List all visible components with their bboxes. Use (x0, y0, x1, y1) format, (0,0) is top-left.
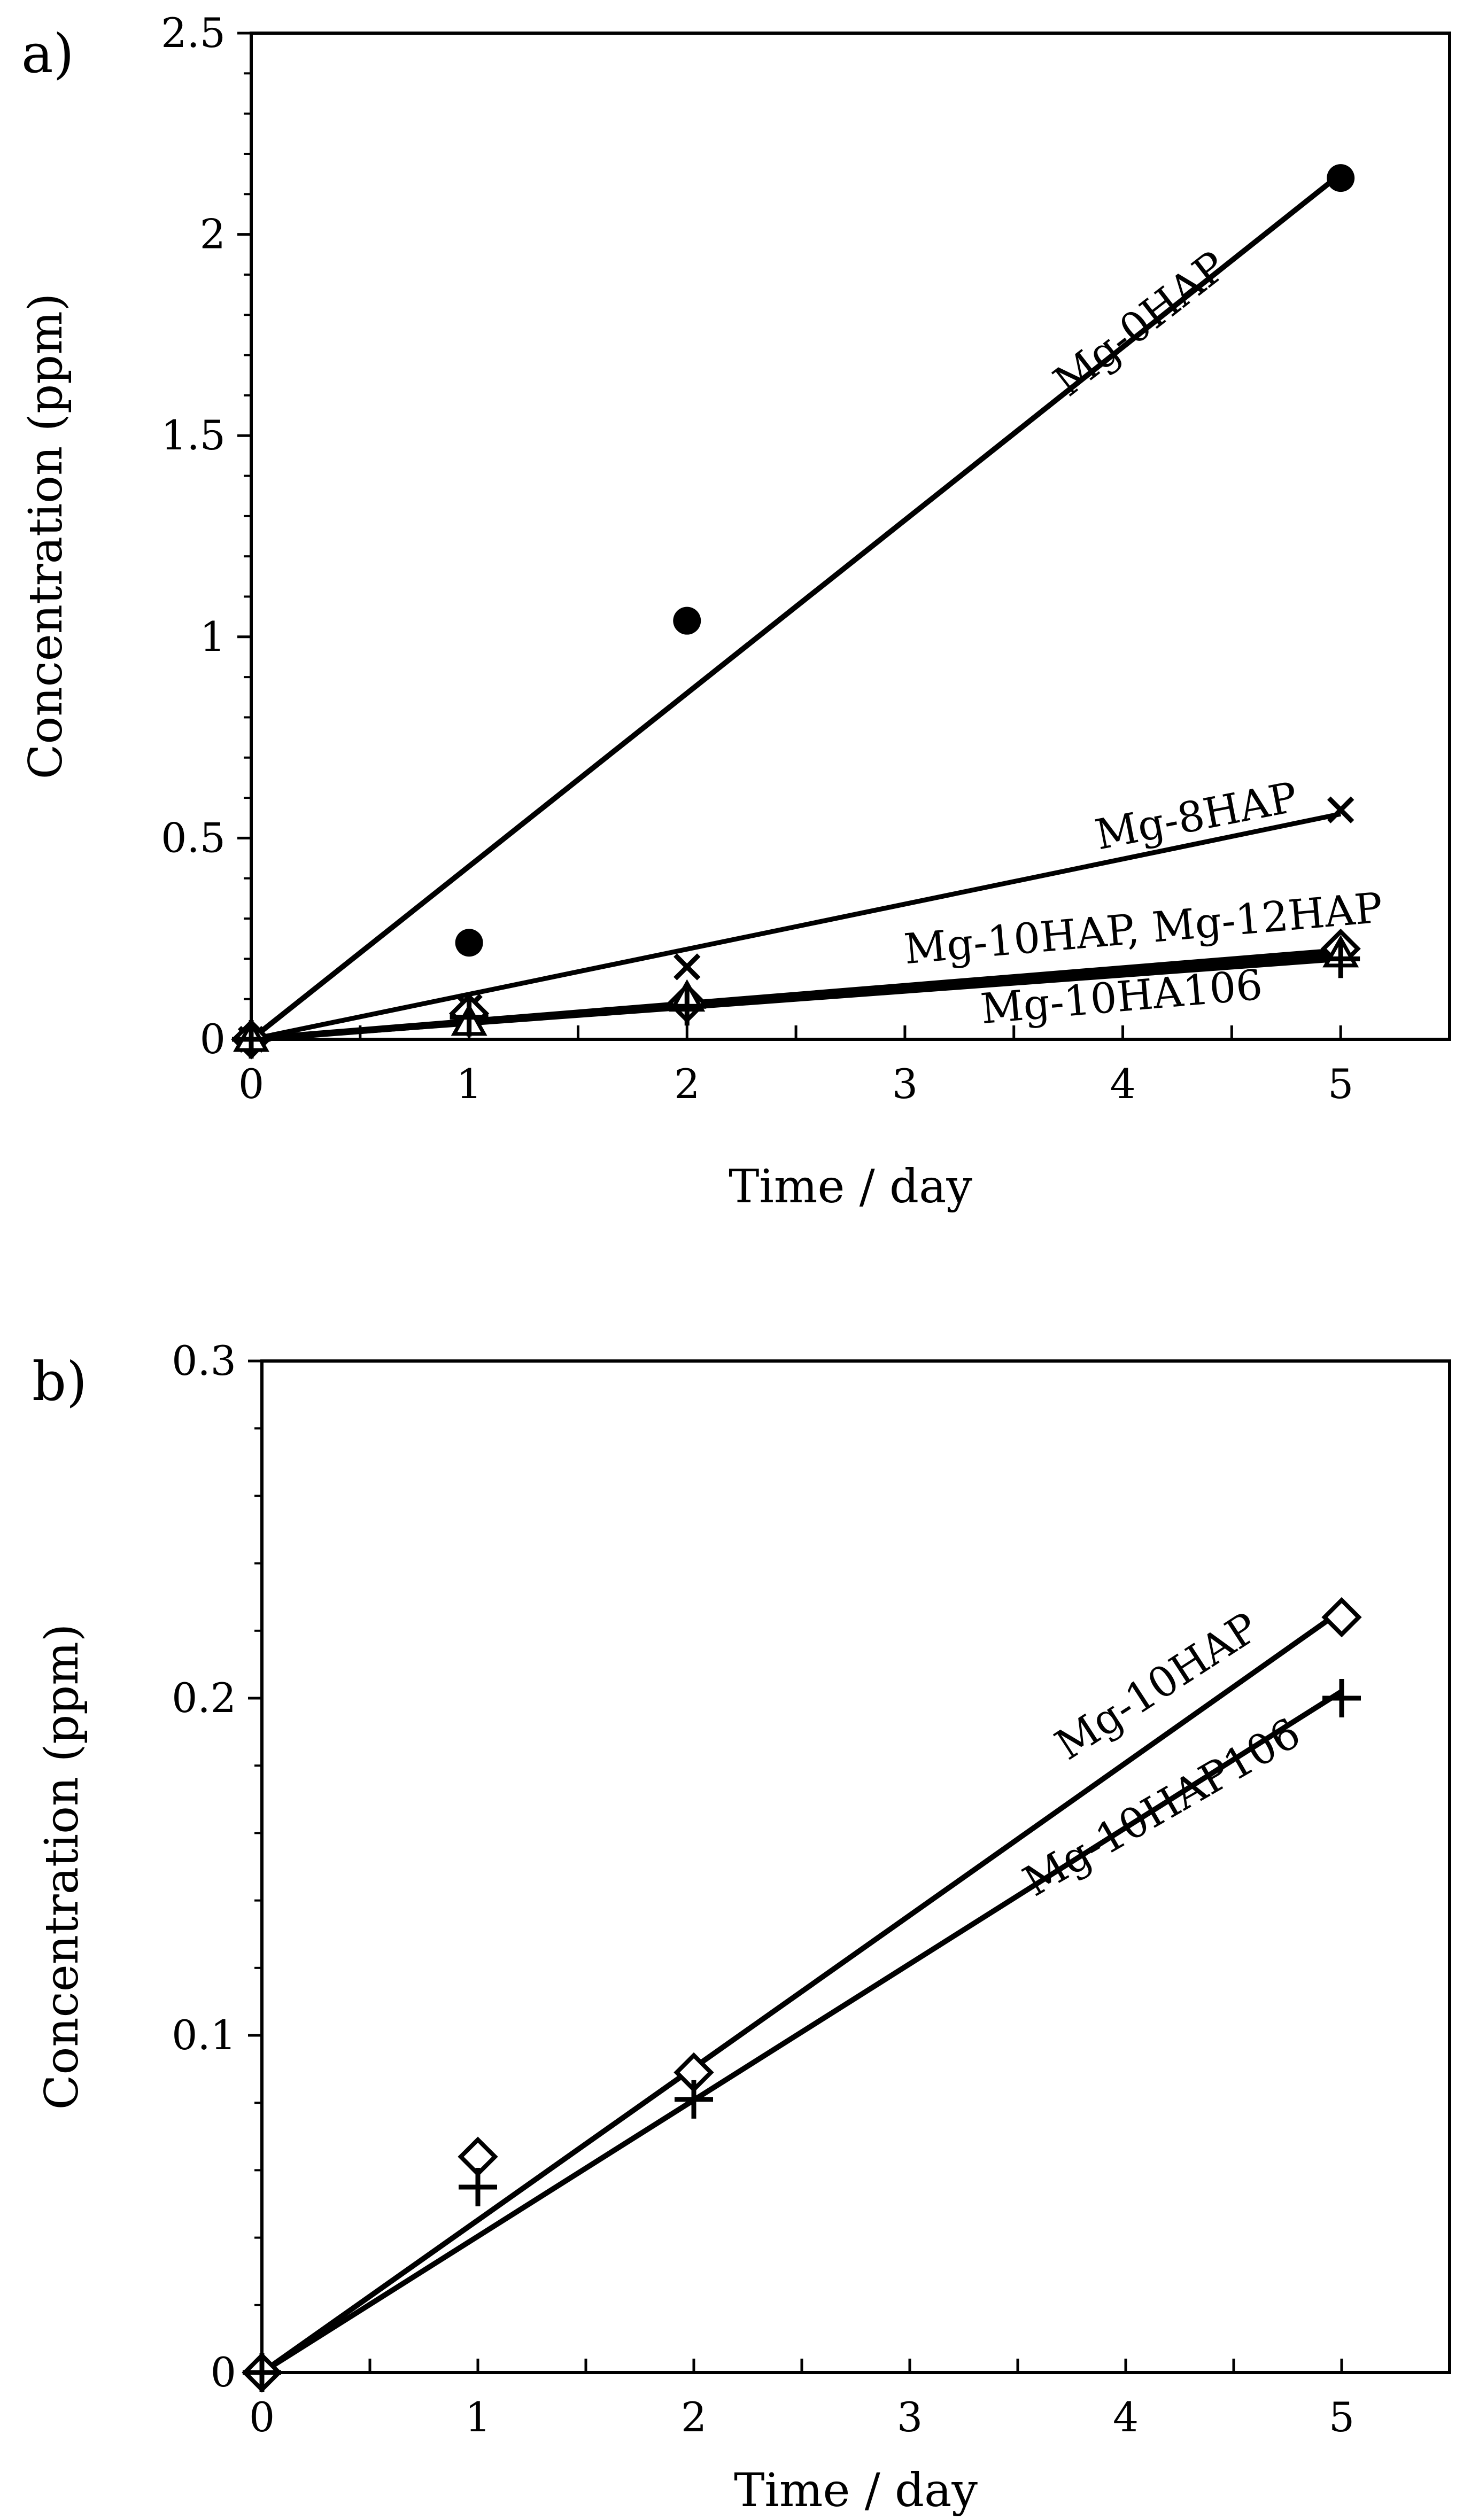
data-point-mg-10ha106 (1321, 939, 1360, 978)
data-point-mg-10ha106 (668, 987, 707, 1026)
x-tick-label: 0 (238, 1060, 264, 1108)
data-point-mg-8hap (1327, 796, 1354, 823)
trend-line-mg-8hap (251, 811, 1342, 1042)
x-tick-label: 2 (674, 1060, 700, 1108)
y-tick-label: 1 (200, 613, 226, 660)
x-tick-label: 3 (892, 1060, 918, 1108)
panel-label: a) (21, 22, 74, 85)
y-tick-label: 1.5 (161, 411, 226, 459)
data-point-mg-10hap (1321, 1597, 1362, 1638)
y-tick-label: 0.2 (172, 1674, 236, 1722)
data-point-mg-0hap (673, 606, 701, 635)
y-axis-title: Concentration (ppm) (19, 293, 73, 780)
x-axis-title: Time / day (734, 2464, 978, 2517)
trend-line-mg-10ha106 (251, 956, 1341, 1042)
x-tick-label: 4 (1110, 1060, 1135, 1108)
x-tick-label: 4 (1113, 2393, 1139, 2441)
x-tick-label: 1 (465, 2393, 491, 2441)
data-point-mg-0hap (1327, 164, 1355, 192)
y-tick-label: 0 (211, 2348, 236, 2396)
data-point-mg-10ha106 (450, 998, 489, 1037)
data-point-mg-0hap (455, 929, 483, 957)
panel-label: b) (32, 1350, 87, 1413)
data-point-mg-10hap106 (243, 2353, 281, 2392)
x-tick-label: 5 (1329, 2393, 1354, 2441)
y-tick-label: 0.3 (172, 1337, 236, 1385)
plot-frame (260, 1359, 1451, 2374)
x-tick-label: 1 (456, 1060, 482, 1108)
trend-line-mg-0hap (249, 172, 1343, 1041)
x-tick-label: 5 (1328, 1060, 1353, 1108)
data-point-mg-10hap106 (675, 2080, 713, 2119)
plot-frame (250, 32, 1451, 1041)
y-tick-label: 2.5 (161, 9, 226, 57)
x-tick-label: 2 (681, 2393, 707, 2441)
data-point-mg-8hap (673, 953, 701, 981)
trend-line-mg-10hap (260, 1608, 1343, 2375)
x-tick-label: 0 (249, 2393, 275, 2441)
data-point-mg-10hap106 (1322, 1679, 1361, 1717)
data-point-mg-10hap106 (459, 2167, 497, 2206)
x-tick-label: 3 (897, 2393, 923, 2441)
y-tick-label: 0.5 (161, 814, 226, 861)
x-axis-title: Time / day (729, 1160, 972, 1214)
y-tick-label: 0 (200, 1015, 226, 1063)
trend-line-mg-10hap106 (260, 1689, 1343, 2375)
data-point-mg-10ha106 (232, 1020, 270, 1059)
y-axis-title: Concentration (ppm) (35, 1624, 89, 2110)
y-tick-label: 0.1 (172, 2011, 236, 2059)
y-tick-label: 2 (200, 211, 226, 258)
